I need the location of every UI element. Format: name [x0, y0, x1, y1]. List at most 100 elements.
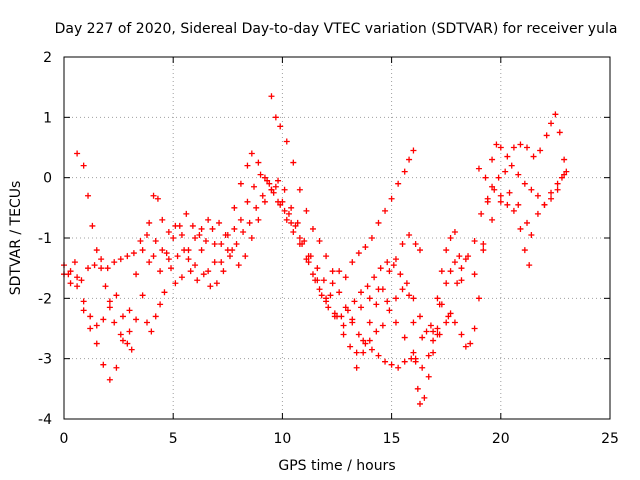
data-point — [386, 268, 393, 275]
data-point — [524, 219, 531, 226]
data-point — [128, 346, 135, 353]
data-point — [143, 231, 150, 238]
data-point — [320, 277, 327, 284]
data-point — [388, 195, 395, 202]
data-point — [275, 177, 282, 184]
data-point — [67, 268, 74, 275]
data-point — [401, 168, 408, 175]
data-point — [165, 228, 172, 235]
data-point — [563, 168, 570, 175]
data-point — [384, 259, 391, 266]
data-point — [480, 247, 487, 254]
data-point — [386, 307, 393, 314]
data-point — [102, 283, 109, 290]
data-point — [146, 219, 153, 226]
data-point — [85, 192, 92, 199]
data-point — [240, 228, 247, 235]
data-point — [515, 201, 522, 208]
data-point — [416, 247, 423, 254]
data-point — [558, 174, 565, 181]
data-point — [456, 253, 463, 260]
data-point — [296, 235, 303, 241]
data-point — [119, 337, 126, 344]
data-point — [111, 259, 118, 266]
data-point — [537, 147, 544, 154]
data-points — [61, 93, 570, 407]
data-point — [548, 120, 555, 127]
data-point — [106, 304, 113, 311]
data-point — [458, 331, 465, 338]
data-point — [157, 301, 164, 308]
data-point — [528, 186, 535, 193]
data-point — [246, 219, 253, 226]
data-point — [552, 111, 559, 118]
data-point — [548, 189, 555, 196]
data-point — [412, 355, 419, 362]
x-tick-label: 10 — [273, 431, 291, 447]
data-point — [126, 328, 133, 335]
data-point — [392, 256, 399, 263]
data-point — [93, 322, 100, 329]
data-point — [98, 265, 105, 272]
data-point — [561, 171, 568, 178]
data-point — [414, 385, 421, 392]
data-point — [406, 231, 413, 238]
series-track-8 — [475, 162, 568, 208]
grid — [64, 57, 610, 419]
data-point — [506, 189, 513, 196]
data-point — [124, 340, 131, 347]
data-point — [561, 156, 568, 163]
data-point — [257, 171, 264, 178]
data-point — [419, 364, 426, 371]
data-point — [192, 235, 199, 241]
data-point — [148, 328, 155, 335]
data-point — [340, 322, 347, 329]
data-point — [521, 180, 528, 187]
data-point — [447, 235, 454, 241]
data-point — [489, 156, 496, 163]
data-point — [113, 364, 120, 371]
data-point — [362, 340, 369, 347]
data-point — [355, 331, 362, 338]
data-point — [534, 210, 541, 217]
data-point — [530, 153, 537, 160]
series-track-3 — [65, 177, 423, 356]
data-point — [74, 283, 81, 290]
data-point — [161, 289, 168, 296]
data-point — [434, 295, 441, 302]
data-point — [318, 292, 325, 299]
data-point — [178, 274, 185, 281]
data-point — [152, 238, 159, 245]
data-point — [443, 247, 450, 254]
data-point — [482, 174, 489, 181]
data-point — [412, 241, 419, 248]
data-point — [467, 340, 474, 347]
data-point — [216, 219, 223, 226]
data-point — [309, 225, 316, 232]
data-point — [480, 241, 487, 248]
data-point — [277, 201, 284, 208]
data-point — [434, 331, 441, 338]
data-point — [366, 295, 373, 302]
data-point — [87, 313, 94, 320]
data-point — [364, 283, 371, 290]
series-track-6 — [353, 186, 533, 407]
data-point — [556, 129, 563, 136]
y-axis-label: SDTVAR / TECUs — [8, 181, 24, 296]
data-point — [425, 352, 432, 359]
data-point — [342, 274, 349, 281]
data-point — [517, 225, 524, 232]
data-point — [213, 280, 220, 287]
data-point — [248, 235, 255, 241]
axes: 0 5 10 15 20 25 -4 -3 -2 -1 0 1 2 — [38, 50, 619, 447]
data-point — [458, 265, 465, 272]
data-point — [268, 93, 275, 100]
data-point — [451, 228, 458, 235]
data-point — [281, 207, 288, 214]
data-point — [406, 156, 413, 163]
data-point — [384, 298, 391, 305]
data-point — [465, 253, 472, 260]
data-point — [211, 241, 218, 248]
data-point — [331, 310, 338, 317]
